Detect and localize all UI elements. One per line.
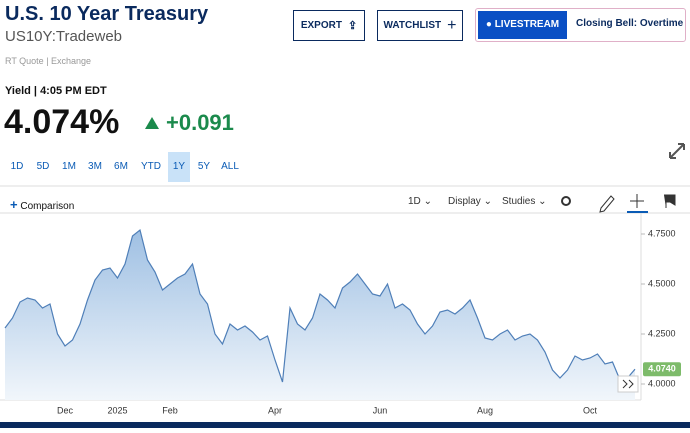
label: EXPORT	[300, 20, 342, 31]
y-tick-label: 4.5000	[648, 278, 676, 288]
livestream-button[interactable]: ● LIVESTREAM	[478, 11, 567, 39]
label: Studies	[502, 196, 536, 207]
range-button[interactable]: 1M	[62, 161, 76, 172]
studies-select[interactable]: Studies ⌄	[502, 196, 547, 207]
show-name: Closing Bell: Overtime	[576, 18, 684, 29]
display-select[interactable]: Display ⌄	[448, 196, 492, 207]
toolbar-icons[interactable]	[561, 143, 685, 213]
expand-icon[interactable]	[669, 143, 685, 159]
range-button[interactable]: 3M	[88, 161, 102, 172]
icon: ⇪	[347, 20, 358, 32]
livestream-box[interactable]: ● LIVESTREAM Closing Bell: Overtime	[475, 8, 686, 42]
quote-label: Yield | 4:05 PM EDT	[5, 85, 107, 97]
range-button[interactable]: 1Y	[168, 152, 190, 182]
y-tick-label: 4.2500	[648, 328, 676, 338]
symbol: US10Y:Tradeweb	[5, 28, 123, 45]
x-tick-label: Jun	[373, 405, 388, 415]
scroll-button[interactable]	[617, 375, 639, 393]
quote-source: RT Quote | Exchange	[5, 56, 92, 66]
line	[4, 228, 636, 383]
range-button[interactable]: YTD	[141, 161, 161, 172]
comparison-button[interactable]: + Comparison	[10, 197, 75, 212]
export-button[interactable]: EXPORT ⇪	[293, 10, 365, 41]
x-tick-label: Dec	[57, 405, 74, 415]
x-tick-label: Feb	[162, 405, 178, 415]
crosshair-icon[interactable]	[630, 194, 644, 208]
y-tick-label: 4.0000	[648, 378, 676, 388]
range-button[interactable]: ALL	[221, 161, 239, 172]
x-tick-label: Apr	[268, 405, 282, 415]
interval-select[interactable]: 1D ⌄	[408, 196, 432, 207]
area	[5, 230, 635, 400]
label: 1D	[408, 196, 421, 207]
quote-change: +0.091	[166, 110, 234, 135]
settings-icon[interactable]	[561, 196, 571, 206]
range-button[interactable]: 5D	[36, 161, 50, 172]
icon: +	[447, 16, 457, 34]
label: Comparison	[20, 201, 75, 212]
last-value-badge	[643, 362, 681, 377]
footer-bar	[0, 422, 690, 428]
up-arrow	[145, 117, 159, 129]
quote-value: 4.074%	[4, 103, 120, 141]
title: U.S. 10 Year Treasury	[5, 3, 209, 25]
label: WATCHLIST	[383, 20, 442, 31]
x-tick-label: 2025	[107, 405, 127, 415]
x-tick-label: Aug	[477, 405, 493, 415]
draw-icon[interactable]	[599, 195, 615, 213]
range-button[interactable]: 1D	[10, 161, 24, 172]
x-tick-label: Oct	[583, 405, 598, 415]
label: Display	[448, 196, 481, 207]
last-value-label: 4.0740	[648, 364, 676, 374]
y-tick-label: 4.7500	[648, 228, 676, 238]
flag-icon[interactable]	[664, 194, 676, 208]
range-button[interactable]: 6M	[114, 161, 128, 172]
watchlist-button[interactable]: WATCHLIST +	[377, 10, 463, 41]
scroll-icon	[622, 379, 634, 389]
range-button[interactable]: 5Y	[197, 161, 211, 172]
label: LIVESTREAM	[494, 19, 560, 30]
